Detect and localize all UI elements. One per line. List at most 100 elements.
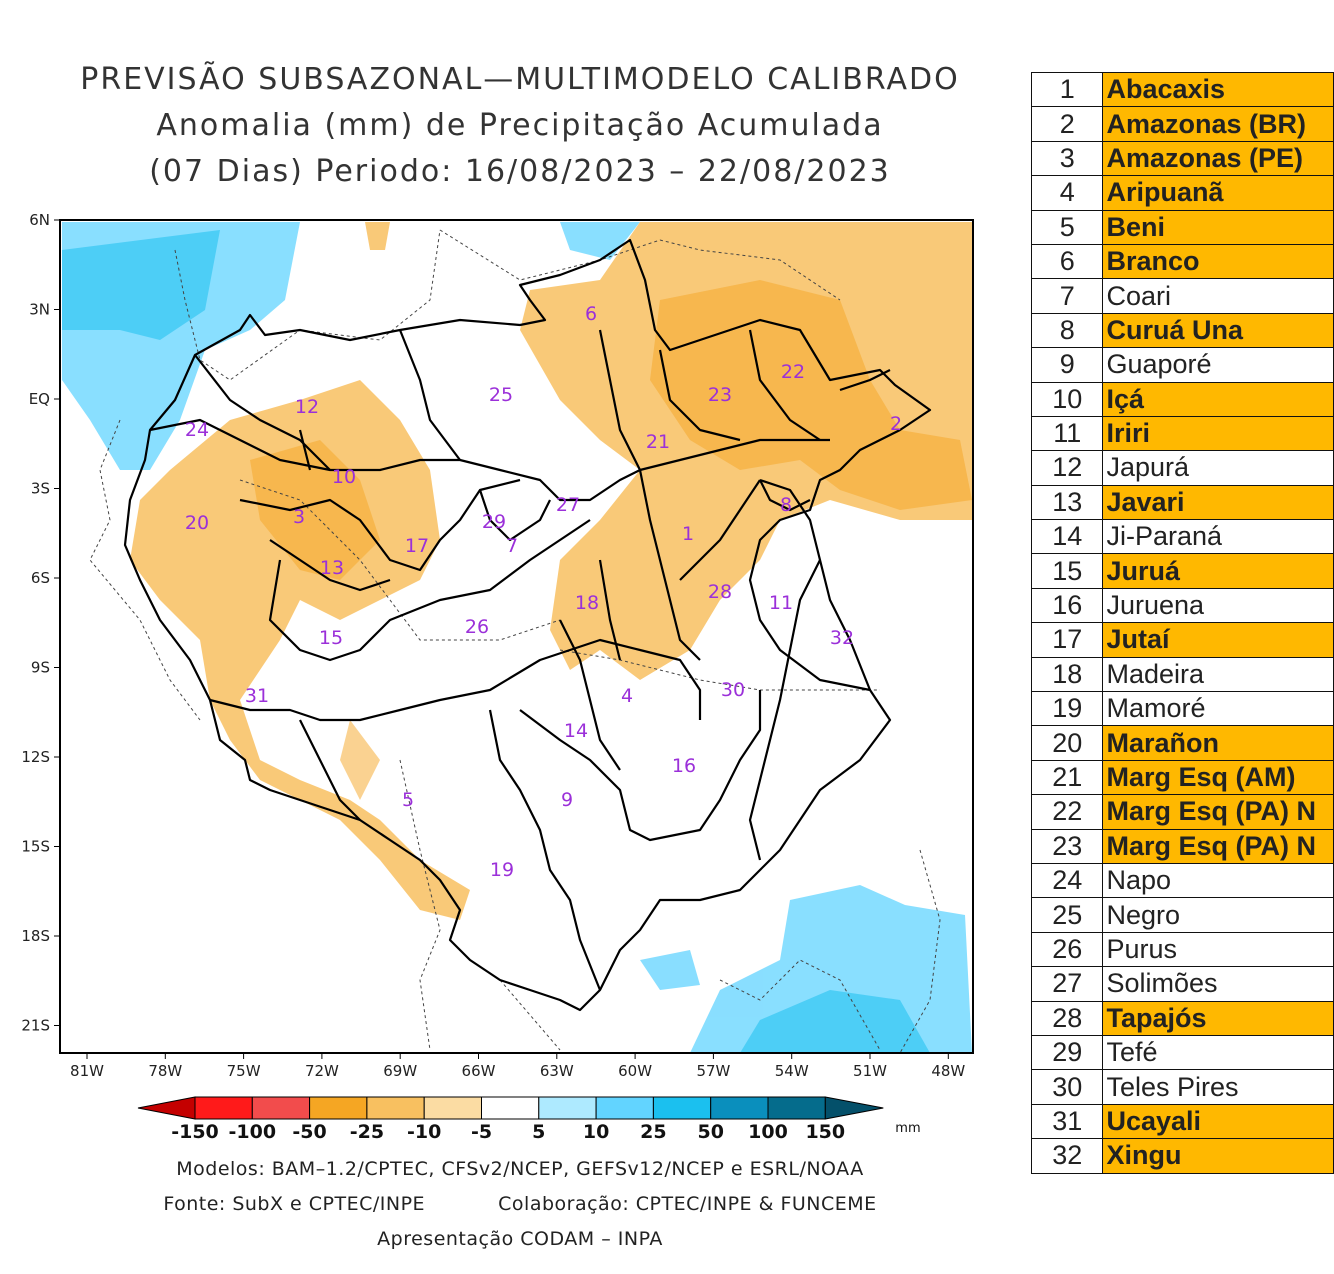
colorbar: -150 -100 -50 -25 -10 -5 5 10 25 50 100 150 mm	[137, 1096, 921, 1143]
basin-label: 22	[781, 361, 805, 383]
basin-number: 22	[1030, 794, 1104, 830]
basin-number: 29	[1030, 1034, 1104, 1071]
basin-table-row: 12 Japurá	[1030, 450, 1334, 486]
basin-name: Napo	[1102, 862, 1334, 899]
basin-label: 4	[621, 685, 633, 707]
basin-table-row: 15 Juruá	[1030, 553, 1334, 589]
basin-number: 18	[1030, 656, 1104, 693]
lat-label: 12S	[21, 748, 50, 766]
basin-label: 32	[830, 627, 854, 649]
basin-name: Ji-Paraná	[1102, 519, 1334, 555]
colorbar-label: 25	[640, 1121, 666, 1143]
lat-label: EQ	[29, 390, 50, 408]
basin-label: 16	[672, 755, 696, 777]
collab-credit: Colaboração: CPTEC/INPE & FUNCEME	[498, 1193, 877, 1215]
basin-name: Iriri	[1102, 415, 1334, 452]
basin-boundaries	[123, 238, 932, 1012]
lat-label: 6S	[31, 569, 50, 587]
basin-name: Juruena	[1102, 587, 1334, 624]
basin-number: 17	[1030, 622, 1104, 658]
basin-label: 26	[465, 616, 489, 638]
colorbar-segment	[595, 1096, 654, 1120]
basin-number: 31	[1030, 1103, 1104, 1140]
basin-name: Marg Esq (PA) N	[1102, 828, 1334, 864]
lon-label: 75W	[227, 1062, 261, 1080]
basin-name: Guaporé	[1102, 347, 1334, 383]
basin-number: 32	[1030, 1138, 1104, 1174]
basin-number: 25	[1030, 897, 1104, 933]
source-credit: Fonte: SubX e CPTEC/INPE	[163, 1193, 426, 1215]
colorbar-label: 5	[532, 1121, 545, 1143]
lon-label: 72W	[305, 1062, 339, 1080]
colorbar-low-arrow	[137, 1096, 196, 1120]
basin-number: 16	[1030, 587, 1104, 624]
lon-label: 63W	[540, 1062, 574, 1080]
lat-label: 15S	[21, 838, 50, 856]
colorbar-segment	[710, 1096, 769, 1120]
basin-label: 30	[721, 679, 745, 701]
basin-label: 24	[185, 419, 209, 441]
basin-number: 24	[1030, 862, 1104, 899]
basin-name: Marg Esq (AM)	[1102, 759, 1334, 796]
lon-label: 48W	[931, 1062, 965, 1080]
basin-table-row: 24 Napo	[1030, 862, 1334, 899]
basin-name: Negro	[1102, 897, 1334, 933]
basin-label: 18	[575, 592, 599, 614]
lat-label: 3N	[29, 301, 50, 319]
basin-number-labels: 1234567891011121314151617181920212223242…	[185, 303, 902, 881]
basin-number: 30	[1030, 1069, 1104, 1105]
map-frame	[59, 219, 974, 1054]
basin-label: 27	[556, 494, 580, 516]
basin-number: 9	[1030, 347, 1104, 383]
basin-table-row: 19 Mamoré	[1030, 691, 1334, 727]
map-title: PREVISÃO SUBSAZONAL—MULTIMODELO CALIBRAD…	[80, 62, 960, 97]
basin-number: 12	[1030, 450, 1104, 486]
basin-name: Teles Pires	[1102, 1069, 1334, 1105]
basin-table-row: 8 Curuá Una	[1030, 312, 1334, 349]
map-subtitle: Anomalia (mm) de Precipitação Acumulada	[156, 108, 884, 143]
basin-number: 21	[1030, 759, 1104, 796]
colorbar-label: -100	[229, 1121, 277, 1143]
basin-number: 4	[1030, 175, 1104, 211]
basin-label: 14	[564, 720, 588, 742]
source-credit-row: Fonte: SubX e CPTEC/INPE Colaboração: CP…	[40, 1193, 1000, 1215]
map-period: (07 Dias) Periodo: 16/08/2023 – 22/08/20…	[149, 154, 891, 189]
country-borders	[89, 229, 941, 1054]
basin-number: 26	[1030, 931, 1104, 968]
colorbar-label: -10	[407, 1121, 441, 1143]
basin-number: 13	[1030, 484, 1104, 521]
basin-name: Amazonas (PE)	[1102, 140, 1334, 177]
basin-name: Mamoré	[1102, 691, 1334, 727]
basin-name: Xingu	[1102, 1138, 1334, 1174]
lon-label: 60W	[618, 1062, 652, 1080]
colorbar-high-arrow	[824, 1096, 884, 1120]
lat-label: 21S	[21, 1017, 50, 1035]
lon-label: 66W	[462, 1062, 496, 1080]
basin-table-row: 20 Marañon	[1030, 725, 1334, 761]
basin-table-row: 16 Juruena	[1030, 587, 1334, 624]
basin-number: 7	[1030, 278, 1104, 314]
basin-name: Marg Esq (PA) N	[1102, 794, 1334, 830]
lon-label: 51W	[853, 1062, 887, 1080]
basin-number: 23	[1030, 828, 1104, 864]
colorbar-segment	[423, 1096, 483, 1120]
basin-table-row: 7 Coari	[1030, 278, 1334, 314]
basin-table-row: 13 Javari	[1030, 484, 1334, 521]
lon-label: 81W	[70, 1062, 104, 1080]
basin-label: 12	[295, 396, 319, 418]
basin-name: Javari	[1102, 484, 1334, 521]
basin-number: 1	[1030, 71, 1104, 108]
lat-label: 6N	[29, 211, 50, 229]
presentation-credit: Apresentação CODAM – INPA	[377, 1228, 663, 1250]
basin-name: Coari	[1102, 278, 1334, 314]
basin-name: Amazonas (BR)	[1102, 106, 1334, 142]
basin-label: 7	[506, 535, 518, 557]
basin-label: 2	[890, 413, 902, 435]
basin-number: 28	[1030, 1000, 1104, 1036]
basin-label: 20	[185, 512, 209, 534]
colorbar-label: -5	[471, 1121, 492, 1143]
wet-anomaly-core	[62, 230, 930, 1053]
basin-table-row: 6 Branco	[1030, 243, 1334, 280]
dry-anomaly-core	[250, 280, 972, 800]
basin-table-row: 14 Ji-Paraná	[1030, 519, 1334, 555]
